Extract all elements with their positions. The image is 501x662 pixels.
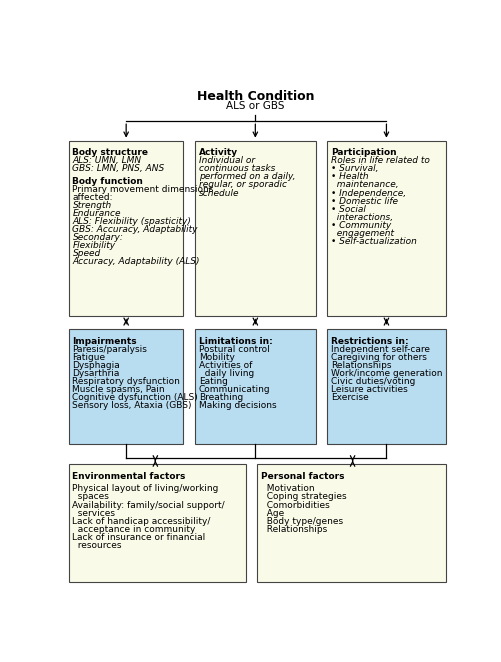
Text: Work/income generation: Work/income generation	[331, 369, 442, 378]
Text: Environmental factors: Environmental factors	[72, 472, 185, 481]
Text: • Independence,: • Independence,	[331, 189, 405, 197]
Text: GBS: Accuracy, Adaptability: GBS: Accuracy, Adaptability	[72, 225, 197, 234]
Text: maintenance,: maintenance,	[331, 181, 398, 189]
Text: Motivation: Motivation	[261, 485, 314, 493]
Bar	[257, 464, 445, 581]
Text: Comorbidities: Comorbidities	[261, 500, 329, 510]
Text: resources: resources	[72, 541, 122, 550]
Bar	[195, 140, 315, 316]
Text: interactions,: interactions,	[331, 213, 393, 222]
Text: Activities of: Activities of	[198, 361, 252, 370]
Text: Eating: Eating	[198, 377, 227, 386]
Text: daily living: daily living	[198, 369, 254, 378]
Bar	[69, 329, 183, 444]
Text: • Self-actualization: • Self-actualization	[331, 237, 416, 246]
Text: • Domestic life: • Domestic life	[331, 197, 397, 206]
Text: Dysarthria: Dysarthria	[72, 369, 120, 378]
Text: Primary movement dimensions: Primary movement dimensions	[72, 185, 213, 194]
Text: services: services	[72, 508, 115, 518]
Text: Impairments: Impairments	[72, 337, 137, 346]
Text: Physical layout of living/working: Physical layout of living/working	[72, 485, 218, 493]
Text: performed on a daily,: performed on a daily,	[198, 172, 295, 181]
Text: affected:: affected:	[72, 193, 113, 202]
Text: Relationships: Relationships	[261, 525, 327, 534]
Text: spaces: spaces	[72, 493, 109, 502]
Text: Accuracy, Adaptability (ALS): Accuracy, Adaptability (ALS)	[72, 258, 199, 266]
Bar	[195, 329, 315, 444]
Text: Restrictions in:: Restrictions in:	[331, 337, 408, 346]
Text: Caregiving for others: Caregiving for others	[331, 353, 426, 362]
Text: Relationships: Relationships	[331, 361, 391, 370]
Text: Leisure activities: Leisure activities	[331, 385, 407, 394]
Text: Secondary:: Secondary:	[72, 233, 123, 242]
Bar	[69, 140, 183, 316]
Text: Independent self-care: Independent self-care	[331, 345, 429, 354]
Text: acceptance in community: acceptance in community	[72, 525, 195, 534]
Text: Availability: family/social support/: Availability: family/social support/	[72, 500, 224, 510]
Text: Communicating: Communicating	[198, 385, 270, 394]
Bar	[327, 140, 445, 316]
Text: • Health: • Health	[331, 172, 368, 181]
Text: Strength: Strength	[72, 201, 112, 210]
Text: Lack of insurance or financial: Lack of insurance or financial	[72, 533, 205, 542]
Text: engagement: engagement	[331, 229, 393, 238]
Text: ALS: UMN, LMN: ALS: UMN, LMN	[72, 156, 141, 166]
Text: • Social: • Social	[331, 205, 365, 214]
Text: Making decisions: Making decisions	[198, 401, 276, 410]
Text: Flexibility: Flexibility	[72, 241, 115, 250]
Text: Paresis/paralysis: Paresis/paralysis	[72, 345, 147, 354]
Text: ALS: Flexibility (spasticity): ALS: Flexibility (spasticity)	[72, 217, 191, 226]
Bar	[69, 464, 245, 581]
Text: Limitations in:: Limitations in:	[198, 337, 272, 346]
Text: Muscle spasms, Pain: Muscle spasms, Pain	[72, 385, 165, 394]
Text: Endurance: Endurance	[72, 209, 121, 218]
Text: ALS or GBS: ALS or GBS	[225, 101, 284, 111]
Text: Health Condition: Health Condition	[196, 89, 314, 103]
Text: Participation: Participation	[331, 148, 396, 158]
Text: Exercise: Exercise	[331, 393, 368, 402]
Text: Sensory loss, Ataxia (GBS): Sensory loss, Ataxia (GBS)	[72, 401, 191, 410]
Text: Breathing: Breathing	[198, 393, 242, 402]
Text: Body type/genes: Body type/genes	[261, 516, 343, 526]
Text: continuous tasks: continuous tasks	[198, 164, 275, 173]
Text: Civic duties/voting: Civic duties/voting	[331, 377, 415, 386]
Text: Body function: Body function	[72, 177, 143, 186]
Text: Cognitive dysfunction (ALS): Cognitive dysfunction (ALS)	[72, 393, 198, 402]
Bar	[327, 329, 445, 444]
Text: Activity: Activity	[198, 148, 237, 158]
Text: • Community: • Community	[331, 220, 391, 230]
Text: Postural control: Postural control	[198, 345, 269, 354]
Text: Personal factors: Personal factors	[261, 472, 344, 481]
Text: Fatigue: Fatigue	[72, 353, 105, 362]
Text: Mobility: Mobility	[198, 353, 234, 362]
Text: Speed: Speed	[72, 250, 101, 258]
Text: • Survival,: • Survival,	[331, 164, 378, 173]
Text: Lack of handicap accessibility/: Lack of handicap accessibility/	[72, 516, 210, 526]
Text: schedule: schedule	[198, 189, 239, 197]
Text: GBS: LMN, PNS, ANS: GBS: LMN, PNS, ANS	[72, 164, 164, 173]
Text: Individual or: Individual or	[198, 156, 255, 166]
Text: regular, or sporadic: regular, or sporadic	[198, 181, 287, 189]
Text: Roles in life related to: Roles in life related to	[331, 156, 429, 166]
Text: Age: Age	[261, 508, 284, 518]
Text: Respiratory dysfunction: Respiratory dysfunction	[72, 377, 180, 386]
Text: Coping strategies: Coping strategies	[261, 493, 346, 502]
Text: Dysphagia: Dysphagia	[72, 361, 120, 370]
Text: Body structure: Body structure	[72, 148, 148, 158]
